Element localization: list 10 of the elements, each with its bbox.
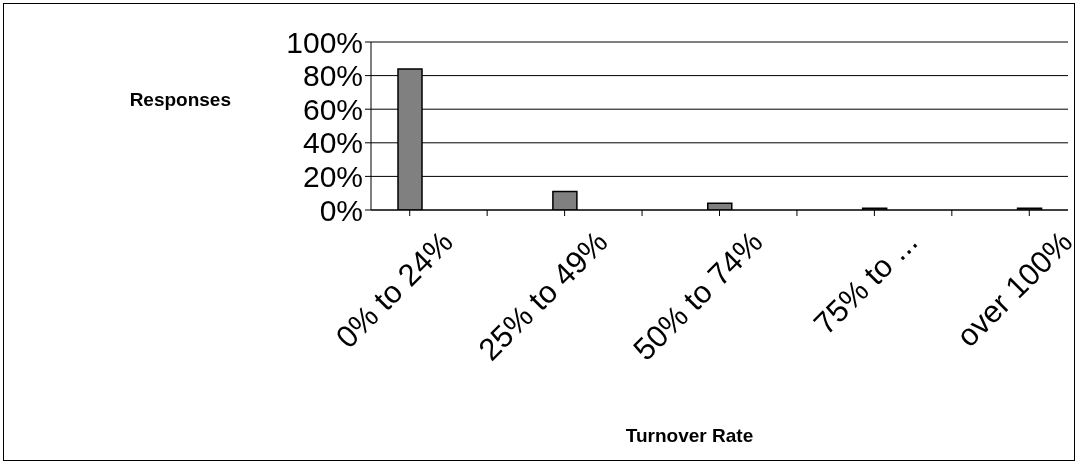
x-tick-label: 50% to 74% bbox=[626, 224, 770, 368]
y-tick-label: 40% bbox=[302, 126, 363, 160]
y-tick-label: 0% bbox=[319, 193, 363, 227]
y-axis-title: Responses bbox=[129, 89, 231, 110]
x-tick-label: 75% to ... bbox=[806, 224, 925, 342]
x-axis-title: Turnover Rate bbox=[625, 425, 754, 446]
y-tick-label: 80% bbox=[302, 59, 363, 93]
y-tick-label: 100% bbox=[286, 25, 363, 59]
y-tick-label: 60% bbox=[302, 92, 363, 126]
y-tick-label: 20% bbox=[302, 160, 363, 194]
